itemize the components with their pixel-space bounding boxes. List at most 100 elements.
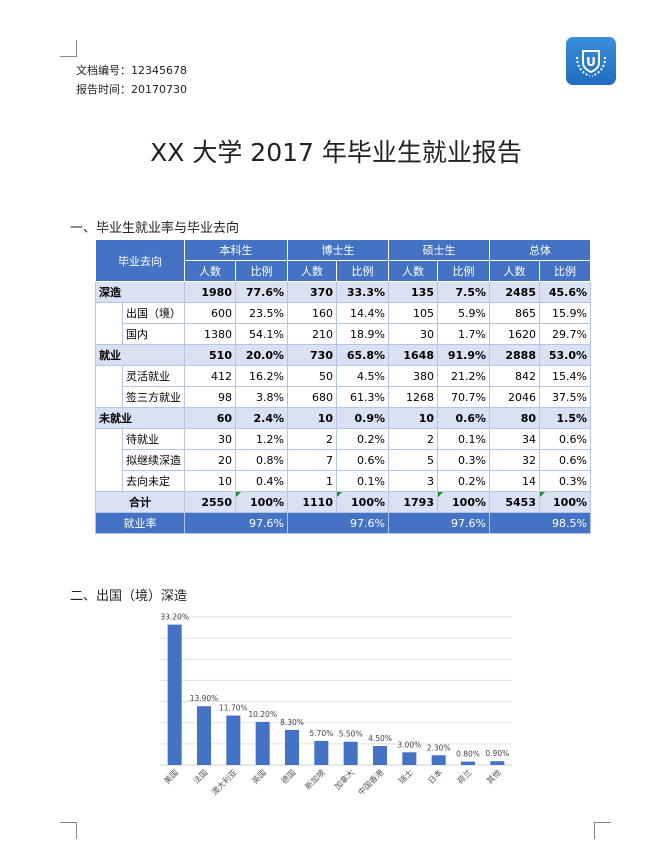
cell: 0.6%	[437, 407, 490, 429]
cell: 0.1%	[336, 470, 389, 492]
row-label: 就业率	[95, 512, 185, 534]
cell: 370	[287, 281, 337, 303]
cell: 80	[489, 407, 540, 429]
cell: 5.9%	[437, 302, 490, 324]
data-label: 0.80%	[456, 750, 480, 759]
cell: 21.2%	[437, 365, 490, 387]
cell: 842	[489, 365, 540, 387]
doc-number: 文档编号：12345678	[76, 64, 187, 77]
cell: 0.6%	[539, 428, 591, 450]
report-time: 报告时间：20170730	[76, 83, 187, 96]
cell: 61.3%	[336, 386, 389, 408]
cell: 1793	[388, 491, 438, 513]
category-label: 新加坡	[303, 767, 327, 791]
row-label: 就业	[95, 344, 185, 366]
category-label: 日本	[426, 767, 444, 785]
page-title: XX 大学 2017 年毕业生就业报告	[150, 138, 522, 167]
cell: 160	[287, 302, 337, 324]
bar	[402, 752, 417, 765]
header-sub: 人数	[287, 260, 337, 282]
cell: 100%	[437, 491, 490, 513]
university-logo: U	[566, 37, 616, 85]
cell: 105	[388, 302, 438, 324]
margin-mark	[594, 822, 611, 839]
header-group: 本科生	[184, 239, 288, 261]
cell: 20.0%	[235, 344, 288, 366]
bar	[197, 706, 211, 765]
cell: 23.5%	[235, 302, 288, 324]
cell: 0.3%	[437, 449, 490, 471]
cell: 412	[184, 365, 236, 387]
bar	[461, 761, 475, 765]
header-sub: 人数	[489, 260, 540, 282]
cell: 18.9%	[336, 323, 389, 345]
table-row: 国内 1380 54.1% 210 18.9% 30 1.7% 1620 29.7%	[96, 323, 591, 345]
header-destination: 毕业去向	[95, 239, 185, 282]
bar	[255, 721, 270, 765]
cell: 97.6%	[388, 512, 490, 534]
cell: 2	[388, 428, 438, 450]
cell: 680	[287, 386, 337, 408]
cell: 33.3%	[336, 281, 389, 303]
cell: 54.1%	[235, 323, 288, 345]
table-row: 就业 510 20.0% 730 65.8% 1648 91.9% 2888 53.0%	[95, 344, 591, 366]
cell: 0.3%	[539, 470, 591, 492]
cell: 53.0%	[539, 344, 591, 366]
row-label: 国内	[122, 323, 185, 345]
table-row: 待就业 30 1.2% 2 0.2% 2 0.1% 34 0.6%	[95, 428, 591, 492]
table-row: 未就业 60 2.4% 10 0.9% 10 0.6% 80 1.5%	[95, 407, 591, 429]
total-row: 合计 2550 100% 1110 100% 1793 100% 5453 100%	[95, 491, 591, 513]
cell: 0.2%	[336, 428, 389, 450]
category-label: 荷兰	[455, 767, 473, 785]
cell: 10	[388, 407, 438, 429]
category-label: 瑞士	[396, 767, 414, 785]
cell: 1.7%	[437, 323, 490, 345]
data-label: 11.70%	[219, 704, 248, 713]
header-sub: 比例	[336, 260, 389, 282]
cell: 100%	[336, 491, 389, 513]
category-label: 加拿大	[332, 767, 356, 791]
table-row: 深造 1980 77.6% 370 33.3% 135 7.5% 2485 45.6%	[95, 281, 591, 303]
rate-row: 就业率 97.6% 97.6% 97.6% 98.5%	[95, 512, 591, 534]
data-label: 13.90%	[190, 694, 219, 703]
cell: 2888	[489, 344, 540, 366]
cell: 1980	[184, 281, 236, 303]
cell: 2.4%	[235, 407, 288, 429]
bar	[431, 755, 446, 765]
employment-table: 毕业去向 本科生 博士生 硕士生 总体 人数 比例 人数 比例 人数 比例 人数 比例 深造 1980 77.…	[95, 239, 591, 534]
cell: 3.8%	[235, 386, 288, 408]
row-label: 签三方就业	[122, 386, 185, 408]
header-sub: 比例	[539, 260, 591, 282]
cell: 730	[287, 344, 337, 366]
cell: 10	[184, 470, 236, 492]
table-row: 拟继续深造 20 0.8% 7 0.6% 5 0.3% 32 0.6%	[96, 449, 591, 471]
cell: 5	[388, 449, 438, 471]
cell: 15.4%	[539, 365, 591, 387]
cell: 7.5%	[437, 281, 490, 303]
data-label: 33.20%	[160, 613, 189, 622]
cell: 98.5%	[489, 512, 591, 534]
cell: 1268	[388, 386, 438, 408]
cell: 30	[388, 323, 438, 345]
data-label: 3.00%	[397, 740, 421, 749]
row-label: 待就业	[122, 428, 185, 450]
row-label: 拟继续深造	[122, 449, 185, 471]
cell: 5453	[489, 491, 540, 513]
cell: 97.6%	[287, 512, 389, 534]
section-heading: 二、出国（境）深造	[70, 589, 188, 604]
indent-cell	[95, 428, 123, 492]
bar	[343, 741, 358, 765]
cell: 0.1%	[437, 428, 490, 450]
data-label: 4.50%	[368, 734, 392, 743]
cell: 65.8%	[336, 344, 389, 366]
cell: 600	[184, 302, 236, 324]
row-label: 去向未定	[122, 470, 185, 492]
cell: 865	[489, 302, 540, 324]
table-row: 签三方就业 98 3.8% 680 61.3% 1268 70.7% 2046 37.5%	[96, 386, 591, 408]
cell: 15.9%	[539, 302, 591, 324]
indent-cell	[95, 365, 123, 408]
row-label: 出国（境）	[122, 302, 185, 324]
cell: 4.5%	[336, 365, 389, 387]
data-label: 5.70%	[309, 729, 333, 738]
cell: 1620	[489, 323, 540, 345]
